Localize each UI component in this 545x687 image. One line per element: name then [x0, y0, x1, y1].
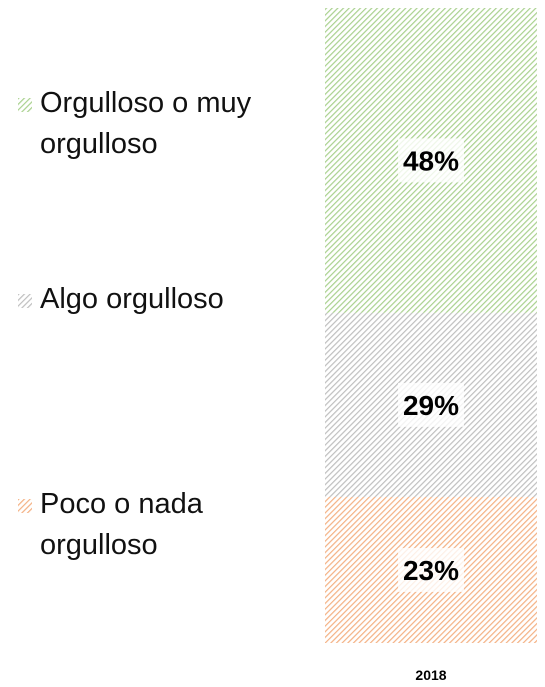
data-label: 48% — [403, 145, 459, 176]
legend-item: Orgulloso o muy orgulloso — [18, 83, 308, 165]
legend-label: Orgulloso o muy orgulloso — [40, 87, 252, 160]
data-label: 29% — [403, 390, 459, 421]
legend-label: Poco o nada orgulloso — [40, 488, 203, 561]
legend-item: Poco o nada orgulloso — [18, 484, 308, 566]
legend-item: Algo orgulloso — [18, 279, 308, 320]
x-tick-label: 2018 — [415, 667, 446, 683]
data-label-bg — [397, 382, 465, 427]
legend-marker — [18, 499, 32, 513]
data-label: 23% — [403, 555, 459, 586]
data-label-bg — [397, 138, 465, 183]
data-label-bg — [397, 547, 465, 592]
legend-marker — [18, 294, 32, 308]
legend-label: Algo orgulloso — [40, 283, 224, 315]
legend-marker — [18, 98, 32, 112]
